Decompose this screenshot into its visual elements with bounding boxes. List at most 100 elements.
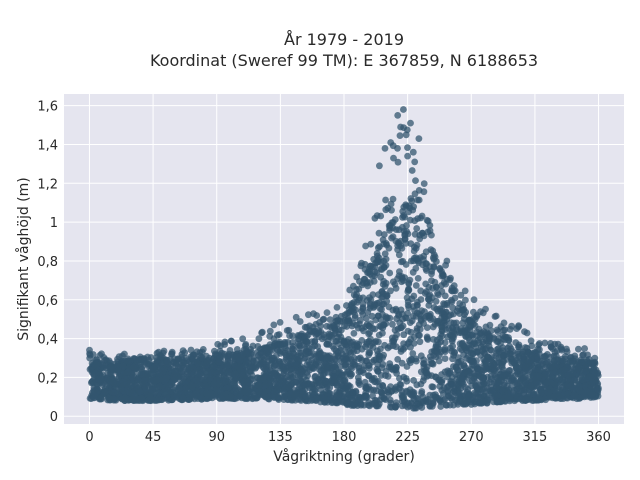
data-point — [338, 382, 345, 389]
data-point — [420, 188, 428, 196]
data-point — [339, 318, 347, 325]
data-point — [527, 337, 535, 345]
data-point — [429, 383, 437, 391]
data-point — [487, 346, 494, 354]
data-point — [387, 287, 394, 295]
data-point — [210, 363, 218, 371]
data-point — [582, 368, 590, 376]
data-point — [371, 325, 378, 333]
data-point — [188, 383, 196, 391]
data-point — [461, 287, 469, 295]
data-point — [473, 357, 480, 365]
data-point — [110, 389, 118, 396]
data-point — [458, 374, 466, 382]
data-point — [361, 266, 369, 273]
data-point — [199, 354, 206, 362]
data-point — [390, 154, 397, 162]
data-point — [470, 308, 477, 316]
data-point — [239, 335, 247, 343]
data-point — [280, 388, 288, 395]
data-point — [542, 379, 550, 387]
data-point — [441, 395, 449, 403]
data-point — [499, 332, 507, 339]
data-point — [485, 337, 493, 345]
data-point — [391, 281, 399, 288]
data-point — [289, 345, 297, 353]
data-point — [359, 294, 367, 302]
data-point — [575, 345, 582, 353]
data-point — [337, 344, 345, 352]
data-point — [324, 369, 332, 376]
data-point — [404, 310, 411, 317]
data-point — [153, 354, 161, 361]
data-point — [128, 374, 136, 382]
data-point — [115, 373, 123, 380]
data-point — [378, 306, 385, 313]
data-point — [447, 378, 455, 385]
x-tick-label: 270 — [459, 430, 484, 445]
data-point — [536, 340, 543, 347]
data-point — [525, 396, 533, 403]
data-point — [371, 378, 378, 386]
data-point — [224, 361, 232, 369]
data-point — [153, 376, 161, 384]
data-point — [457, 291, 465, 299]
data-point — [358, 356, 366, 364]
data-point — [363, 278, 371, 286]
data-point — [479, 340, 487, 348]
data-point — [293, 361, 300, 369]
data-point — [148, 386, 156, 394]
data-point — [515, 343, 522, 351]
data-point — [355, 341, 363, 348]
x-tick-label: 45 — [145, 430, 162, 445]
data-point — [207, 368, 215, 376]
data-point — [140, 358, 148, 366]
data-point — [326, 331, 334, 339]
data-point — [589, 378, 597, 386]
data-point — [320, 315, 328, 323]
data-point — [383, 297, 391, 305]
data-point — [266, 327, 274, 335]
data-point — [373, 212, 381, 220]
data-point — [324, 389, 332, 397]
data-point — [368, 312, 376, 320]
data-point — [363, 338, 371, 346]
data-point — [541, 339, 549, 347]
data-point — [215, 394, 223, 402]
data-point — [341, 355, 348, 363]
data-point — [405, 286, 413, 294]
data-point — [554, 340, 562, 348]
data-point — [373, 402, 380, 409]
data-point — [107, 363, 115, 370]
data-point — [397, 381, 405, 389]
data-point — [308, 397, 316, 404]
data-point — [508, 348, 516, 355]
data-point — [486, 355, 493, 363]
data-point — [156, 383, 164, 390]
data-point — [414, 196, 421, 204]
data-point — [389, 342, 397, 350]
data-point — [586, 373, 593, 381]
data-point — [507, 392, 515, 399]
data-point — [570, 391, 578, 399]
data-point — [295, 384, 303, 392]
data-point — [224, 384, 232, 392]
data-point — [491, 313, 499, 320]
data-point — [479, 309, 487, 317]
data-point — [402, 240, 410, 247]
data-point — [472, 378, 480, 386]
data-point — [452, 371, 459, 378]
data-point — [433, 348, 441, 356]
data-point — [483, 379, 491, 387]
data-point — [484, 384, 491, 392]
x-axis-ticks: 0 45 90 135 180 225 270 315 360 — [85, 430, 611, 445]
data-point — [408, 317, 416, 325]
data-point — [397, 123, 404, 131]
data-point — [362, 384, 369, 392]
data-point — [494, 328, 502, 335]
data-point — [394, 356, 402, 363]
data-point — [405, 279, 412, 287]
data-point — [294, 355, 302, 363]
data-point — [416, 331, 423, 339]
data-point — [594, 386, 602, 394]
